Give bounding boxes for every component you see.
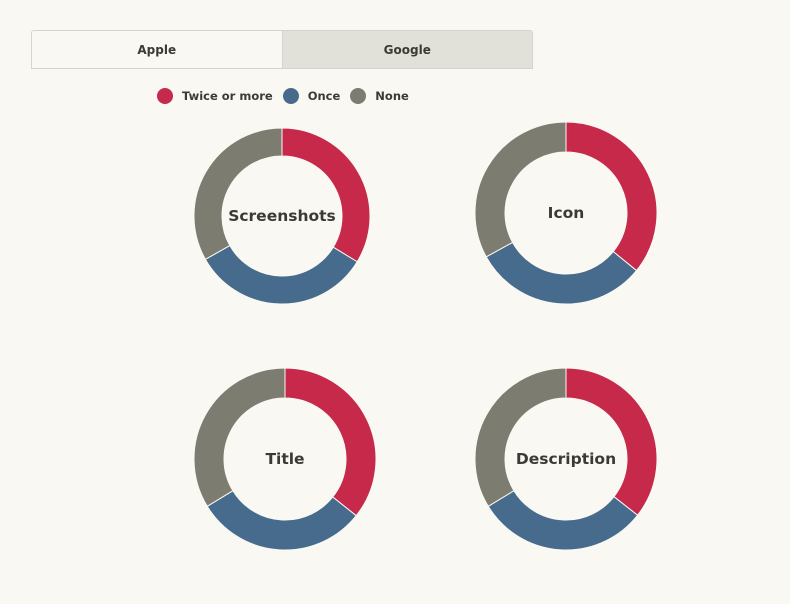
chart-legend: Twice or more Once None [157, 88, 419, 104]
donut-center-label: Description [516, 450, 616, 468]
donut-slice-once[interactable] [204, 244, 358, 305]
legend-label-once: Once [307, 89, 341, 103]
legend-item-none: None [350, 88, 409, 104]
donut-slice-once[interactable] [487, 490, 639, 551]
donut-slice-twice[interactable] [281, 127, 371, 263]
donut-chart-title: Title [193, 367, 377, 551]
donut-slice-none[interactable] [193, 367, 286, 507]
donut-slice-twice[interactable] [565, 367, 658, 516]
tab-google[interactable]: Google [383, 42, 431, 57]
donut-center-label: Icon [548, 204, 585, 222]
donut-center-label: Title [265, 450, 304, 468]
legend-label-none: None [375, 89, 409, 103]
donut-slice-none[interactable] [474, 367, 567, 507]
donut-slice-none[interactable] [474, 121, 567, 258]
legend-item-twice: Twice or more [157, 88, 273, 104]
legend-item-once: Once [282, 88, 341, 104]
donut-chart-screenshots: Screenshots [193, 127, 371, 305]
legend-label-twice: Twice or more [182, 89, 273, 103]
platform-tabs: Apple Google [31, 30, 533, 69]
donut-center-label: Screenshots [228, 207, 336, 225]
legend-swatch-none [350, 88, 367, 104]
donut-slice-once[interactable] [206, 490, 357, 551]
donut-chart-description: Description [474, 367, 658, 551]
legend-swatch-once [282, 88, 299, 104]
donut-slice-twice[interactable] [565, 121, 658, 272]
donut-slice-once[interactable] [485, 241, 638, 305]
donut-slice-none[interactable] [193, 127, 283, 261]
donut-slice-twice[interactable] [284, 367, 377, 517]
donut-chart-icon: Icon [474, 121, 658, 305]
legend-swatch-twice [157, 88, 173, 104]
tab-apple[interactable]: Apple [32, 31, 283, 68]
